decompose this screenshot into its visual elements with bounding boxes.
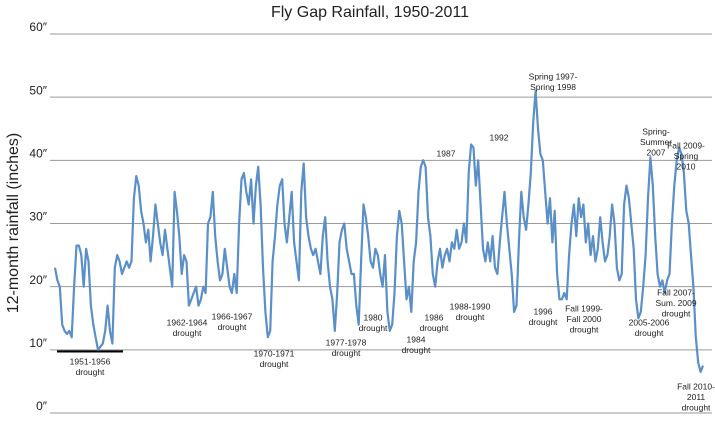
- annotation: drought: [218, 322, 247, 332]
- annotation: 2010: [677, 161, 696, 171]
- annotation: 1992: [490, 132, 509, 142]
- annotation: 2011: [687, 392, 706, 402]
- annotation: Spring: [674, 151, 699, 161]
- annotation: 1977-1978: [326, 337, 367, 347]
- annotation: drought: [359, 323, 388, 333]
- y-tick-label: 0″: [36, 399, 48, 413]
- annotation: 1962-1964: [167, 317, 208, 327]
- annotation: 2007: [647, 147, 666, 157]
- y-tick-label: 20″: [29, 273, 47, 287]
- annotation: drought: [570, 324, 599, 334]
- annotation: drought: [456, 312, 485, 322]
- annotation: drought: [173, 328, 202, 338]
- annotation: Fall 2007-: [657, 287, 695, 297]
- annotation: Spring-: [642, 126, 670, 136]
- annotation: 1966-1967: [212, 311, 253, 321]
- annotation: drought: [402, 345, 431, 355]
- annotation: drought: [260, 359, 289, 369]
- y-tick-label: 50″: [29, 83, 47, 97]
- annotation: drought: [529, 317, 558, 327]
- annotation: drought: [76, 367, 105, 377]
- annotation: Fall 2009-: [667, 140, 705, 150]
- annotation: Summer: [640, 137, 672, 147]
- annotation: 1988-1990: [450, 301, 491, 311]
- annotation: 1987: [437, 148, 456, 158]
- annotation: 1996: [534, 306, 553, 316]
- annotation: Spring 1997-: [529, 71, 578, 81]
- y-tick-label: 10″: [29, 336, 47, 350]
- annotation: 1984: [407, 334, 426, 344]
- annotation: drought: [332, 348, 361, 358]
- chart-title: Fly Gap Rainfall, 1950-2011: [271, 4, 469, 21]
- y-axis-label: 12-month rainfall (inches): [5, 133, 22, 314]
- annotation: drought: [662, 308, 691, 318]
- rainfall-line: [53, 89, 705, 373]
- annotation: 1970-1971: [254, 348, 295, 358]
- y-tick-label: 60″: [29, 20, 47, 34]
- annotation: drought: [635, 328, 664, 338]
- annotation: 1951-1956: [70, 356, 111, 366]
- annotation: 1986: [425, 312, 444, 322]
- annotation: Fall 2000: [567, 314, 602, 324]
- y-tick-label: 30″: [29, 210, 47, 224]
- annotation: drought: [420, 323, 449, 333]
- y-tick-label: 40″: [29, 147, 47, 161]
- annotation: drought: [682, 402, 711, 412]
- annotation: Sum. 2009: [655, 298, 696, 308]
- annotation: 2005-2006: [629, 317, 670, 327]
- annotation: Fall 1999-: [565, 303, 603, 313]
- annotation: Fall 2010-: [677, 381, 715, 391]
- annotation: 1980: [364, 312, 383, 322]
- annotation: Spring 1998: [530, 82, 576, 92]
